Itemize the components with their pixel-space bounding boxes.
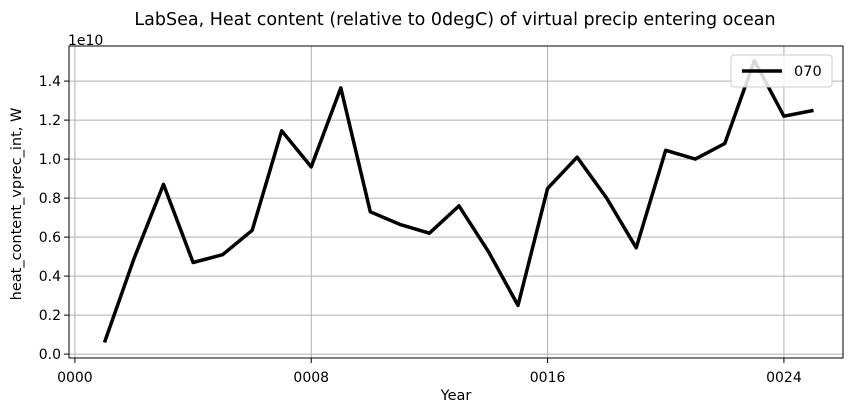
y-tick-label: 0.2 [39, 308, 61, 324]
y-axis-ticks: 0.0 0.2 0.4 0.6 0.8 1.0 1.2 1.4 [39, 74, 69, 363]
series-layer [102, 58, 814, 343]
y-tick-label: 0.4 [39, 269, 61, 285]
y-tick-label: 1.0 [39, 152, 61, 168]
chart-title: LabSea, Heat content (relative to 0degC)… [134, 10, 775, 30]
x-tick-label: 0016 [530, 370, 566, 386]
y-tick-label: 1.4 [39, 74, 61, 90]
y-axis-offset-label: 1e10 [68, 33, 103, 49]
x-axis-label: Year [440, 388, 472, 404]
y-tick-label: 0.8 [39, 191, 61, 207]
x-tick-label: 0000 [57, 370, 93, 386]
y-tick-label: 1.2 [39, 113, 61, 129]
x-tick-label: 0024 [766, 370, 802, 386]
y-axis-label: heat_content_vprec_int, W [9, 108, 25, 301]
grid-lines [69, 46, 843, 358]
x-tick-label: 0008 [293, 370, 329, 386]
legend-label-070: 070 [794, 64, 822, 80]
series-line-070 [102, 58, 814, 343]
y-tick-label: 0.0 [39, 347, 61, 363]
y-tick-label: 0.6 [39, 230, 61, 246]
legend: 070 [730, 54, 833, 88]
x-axis-ticks: 0000 0008 0016 0024 [57, 358, 802, 386]
plot-frame [68, 45, 844, 359]
